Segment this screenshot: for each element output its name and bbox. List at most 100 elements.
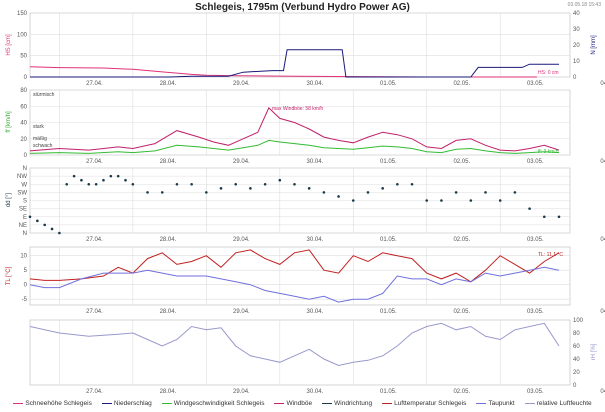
legend-item: Lufttemperatur Schlegeis: [382, 400, 466, 407]
wind-direction-point: [322, 191, 326, 194]
x-tick-label: 02.05.: [453, 81, 470, 87]
chart-title: Schlegeis, 1795m (Verbund Hydro Power AG…: [195, 2, 410, 13]
x-tick-label: 04.05.: [600, 81, 605, 87]
wind-direction-point: [366, 191, 370, 194]
wind-direction-point: [58, 231, 61, 235]
y-tick-label: 20: [573, 43, 580, 49]
x-tick-label: 30.04.: [307, 159, 324, 165]
wind-direction-point: [425, 199, 429, 202]
y-tick-label: SW: [17, 190, 27, 196]
x-tick-label: 30.04.: [307, 309, 324, 315]
y-tick-label: 30: [573, 27, 580, 33]
wind-direction-point: [396, 182, 399, 186]
legend-label: Windgeschwindigkeit Schlegeis: [173, 400, 265, 407]
y-tick-label: 60: [573, 344, 580, 350]
legend-swatch: [13, 402, 24, 404]
wind-direction-point: [454, 191, 458, 194]
wind-direction-point: [263, 182, 267, 186]
legend-item: Taupunkt: [476, 400, 515, 407]
y2-axis-label: N [mm]: [591, 35, 597, 55]
y-tick-label: 0: [24, 283, 28, 289]
legend-item: Windböe: [274, 400, 312, 407]
y-tick-label: NE: [19, 223, 27, 229]
x-tick-label: 03.05.: [527, 389, 544, 395]
x-tick-label: 01.05.: [380, 237, 397, 243]
wind-direction-point: [146, 191, 149, 194]
x-tick-label: 01.05.: [380, 159, 397, 165]
legend-swatch: [101, 402, 112, 404]
wind-direction-point: [249, 187, 252, 190]
wind-direction-point: [116, 174, 120, 178]
x-tick-label: 03.05.: [527, 237, 544, 243]
y-tick-label: 50: [20, 54, 27, 60]
wind-direction-point: [190, 182, 193, 186]
wind-direction-point: [337, 195, 340, 198]
y-tick-label: -5: [22, 297, 28, 303]
legend-item: Windgeschwindigkeit Schlegeis: [161, 400, 265, 407]
legend-item: relative Luftfeuchte: [524, 400, 592, 407]
timestamp: 03.05.18 15:43: [567, 2, 601, 8]
legend-swatch: [524, 402, 535, 404]
x-tick-label: 29.04.: [233, 389, 250, 395]
x-tick-label: 28.04.: [160, 237, 177, 243]
wind-direction-point: [43, 223, 46, 227]
wind-direction-point: [484, 191, 487, 194]
wind-direction-point: [440, 199, 443, 202]
y-tick-label: 80: [573, 331, 580, 337]
wind-category-label: schwach: [33, 143, 53, 149]
wind-direction-point: [160, 191, 164, 194]
x-tick-label: 02.05.: [453, 237, 470, 243]
x-tick-label: 27.04.: [86, 309, 103, 315]
wind-direction-point: [307, 187, 311, 190]
legend-item: Windrichtung: [322, 400, 372, 407]
wind-category-label: mäßig: [33, 136, 47, 142]
wind-direction-point: [557, 215, 561, 219]
x-tick-label: 29.04.: [233, 81, 250, 87]
y-tick-label: 60: [20, 104, 27, 110]
x-tick-label: 02.05.: [453, 309, 470, 315]
legend-label: Windböe: [286, 400, 313, 407]
wind-direction-point: [205, 191, 208, 194]
wind-direction-point: [469, 199, 473, 202]
wind-direction-point: [234, 182, 238, 186]
y-tick-label: 40: [573, 357, 580, 363]
y-axis-label: ff [km/h]: [6, 111, 12, 133]
series-gust: [29, 107, 560, 152]
legend-swatch: [382, 402, 393, 404]
wind-direction-point: [498, 199, 502, 202]
y-tick-label: 20: [573, 370, 580, 376]
series-humidity: [29, 322, 560, 367]
y-tick-label: 20: [20, 137, 27, 143]
wind-direction-point: [124, 178, 127, 182]
x-tick-label: 29.04.: [233, 309, 250, 315]
y-axis-label: TL [°C]: [6, 266, 12, 285]
x-tick-label: 01.05.: [380, 81, 397, 87]
x-tick-label: 04.05.: [600, 237, 605, 243]
legend-label: Taupunkt: [488, 400, 515, 407]
wind-direction-point: [131, 182, 135, 186]
series-wind: [29, 139, 560, 154]
x-tick-label: 30.04.: [307, 237, 324, 243]
x-tick-label: 03.05.: [527, 159, 544, 165]
y-tick-label: 5: [24, 268, 28, 274]
legend-item: Niederschlag: [101, 400, 152, 407]
wind-direction-point: [219, 187, 223, 190]
panel-frame: [29, 12, 571, 78]
meteo-chart: 27.04. 28.04. 29.04. 30.04. 01.05. 02.05. 03.0…: [6, 11, 605, 395]
y-tick-label: 100: [17, 32, 28, 38]
wind-direction-point: [351, 199, 355, 202]
y-tick-label: S: [23, 199, 27, 205]
x-tick-label: 04.05.: [600, 159, 605, 165]
y-tick-label: 10: [573, 59, 580, 65]
wind-direction-point: [513, 191, 517, 194]
wind-direction-point: [542, 215, 546, 219]
legend-label: relative Luftfeuchte: [536, 400, 592, 407]
y-tick-label: 0: [573, 383, 577, 389]
wind-direction-point: [80, 178, 83, 182]
legend-swatch: [161, 402, 172, 404]
x-tick-label: 04.05.: [600, 309, 605, 315]
y-tick-label: 40: [573, 11, 580, 17]
y-tick-label: 40: [20, 121, 27, 127]
legend-swatch: [476, 402, 487, 404]
annotation-hs: HS: 0 cm: [538, 70, 559, 76]
